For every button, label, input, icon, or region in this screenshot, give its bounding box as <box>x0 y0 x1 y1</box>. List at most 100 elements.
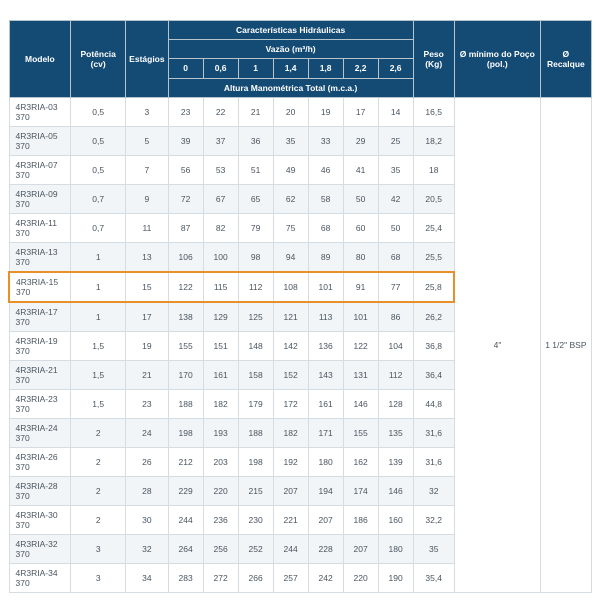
cell: 23 <box>168 97 203 126</box>
cell: 2 <box>71 447 126 476</box>
cell: 4R3RIA-28 370 <box>9 476 71 505</box>
cell: 212 <box>168 447 203 476</box>
cell: 4R3RIA-05 370 <box>9 126 71 155</box>
cell: 203 <box>203 447 238 476</box>
cell: 20,5 <box>413 184 454 213</box>
cell: 143 <box>308 360 343 389</box>
cell: 77 <box>378 272 413 302</box>
col-peso: Peso (Kg) <box>413 21 454 98</box>
cell: 34 <box>126 563 168 592</box>
cell: 207 <box>308 505 343 534</box>
cell: 41 <box>343 155 378 184</box>
cell: 21 <box>238 97 273 126</box>
cell: 139 <box>378 447 413 476</box>
cell: 220 <box>203 476 238 505</box>
cell: 179 <box>238 389 273 418</box>
cell: 4R3RIA-13 370 <box>9 242 71 272</box>
cell: 230 <box>238 505 273 534</box>
cell: 129 <box>203 302 238 332</box>
cell: 0,7 <box>71 184 126 213</box>
cell: 193 <box>203 418 238 447</box>
cell-recalque: 1 1/2" BSP <box>540 97 591 592</box>
cell: 106 <box>168 242 203 272</box>
cell: 31,6 <box>413 418 454 447</box>
cell: 4R3RIA-21 370 <box>9 360 71 389</box>
cell: 182 <box>273 418 308 447</box>
cell: 272 <box>203 563 238 592</box>
table-row: 4R3RIA-03 3700,532322212019171416,54"1 1… <box>9 97 592 126</box>
cell: 257 <box>273 563 308 592</box>
cell: 122 <box>343 331 378 360</box>
cell: 228 <box>308 534 343 563</box>
cell: 28 <box>126 476 168 505</box>
cell: 9 <box>126 184 168 213</box>
cell: 17 <box>343 97 378 126</box>
cell: 25,5 <box>413 242 454 272</box>
cell: 207 <box>273 476 308 505</box>
cell: 4R3RIA-17 370 <box>9 302 71 332</box>
cell: 4R3RIA-07 370 <box>9 155 71 184</box>
col-recalque: Ø Recalque <box>540 21 591 98</box>
cell: 138 <box>168 302 203 332</box>
cell: 121 <box>273 302 308 332</box>
cell: 68 <box>308 213 343 242</box>
cell: 266 <box>238 563 273 592</box>
cell: 1,5 <box>71 360 126 389</box>
cell: 82 <box>203 213 238 242</box>
cell: 98 <box>238 242 273 272</box>
cell: 229 <box>168 476 203 505</box>
cell: 32,2 <box>413 505 454 534</box>
cell: 35 <box>273 126 308 155</box>
cell: 146 <box>378 476 413 505</box>
cell: 36,4 <box>413 360 454 389</box>
cell: 35 <box>413 534 454 563</box>
cell: 4R3RIA-24 370 <box>9 418 71 447</box>
cell: 101 <box>308 272 343 302</box>
cell: 75 <box>273 213 308 242</box>
cell: 170 <box>168 360 203 389</box>
cell: 158 <box>238 360 273 389</box>
cell: 264 <box>168 534 203 563</box>
cell: 136 <box>308 331 343 360</box>
cell: 20 <box>273 97 308 126</box>
cell: 25,8 <box>413 272 454 302</box>
col-estagios: Estágios <box>126 21 168 98</box>
cell: 174 <box>343 476 378 505</box>
cell: 0,5 <box>71 97 126 126</box>
cell: 4R3RIA-15 370 <box>9 272 71 302</box>
cell: 162 <box>343 447 378 476</box>
col-potencia: Potência (cv) <box>71 21 126 98</box>
cell: 21 <box>126 360 168 389</box>
cell: 44,8 <box>413 389 454 418</box>
cell: 1 <box>71 272 126 302</box>
cell: 155 <box>343 418 378 447</box>
cell: 15 <box>126 272 168 302</box>
cell: 125 <box>238 302 273 332</box>
cell: 101 <box>343 302 378 332</box>
col-flow-5: 2,2 <box>343 59 378 78</box>
cell: 128 <box>378 389 413 418</box>
cell: 3 <box>126 97 168 126</box>
cell: 221 <box>273 505 308 534</box>
cell: 87 <box>168 213 203 242</box>
cell: 220 <box>343 563 378 592</box>
cell: 65 <box>238 184 273 213</box>
cell: 1 <box>71 302 126 332</box>
cell: 172 <box>273 389 308 418</box>
col-flow-4: 1,8 <box>308 59 343 78</box>
cell: 4R3RIA-26 370 <box>9 447 71 476</box>
cell: 22 <box>203 97 238 126</box>
cell: 180 <box>308 447 343 476</box>
cell: 31,6 <box>413 447 454 476</box>
cell: 18 <box>413 155 454 184</box>
cell: 86 <box>378 302 413 332</box>
cell: 161 <box>308 389 343 418</box>
cell: 16,5 <box>413 97 454 126</box>
cell: 4R3RIA-11 370 <box>9 213 71 242</box>
cell: 4R3RIA-34 370 <box>9 563 71 592</box>
cell: 14 <box>378 97 413 126</box>
cell: 100 <box>203 242 238 272</box>
cell: 36,8 <box>413 331 454 360</box>
cell: 182 <box>203 389 238 418</box>
cell: 160 <box>378 505 413 534</box>
